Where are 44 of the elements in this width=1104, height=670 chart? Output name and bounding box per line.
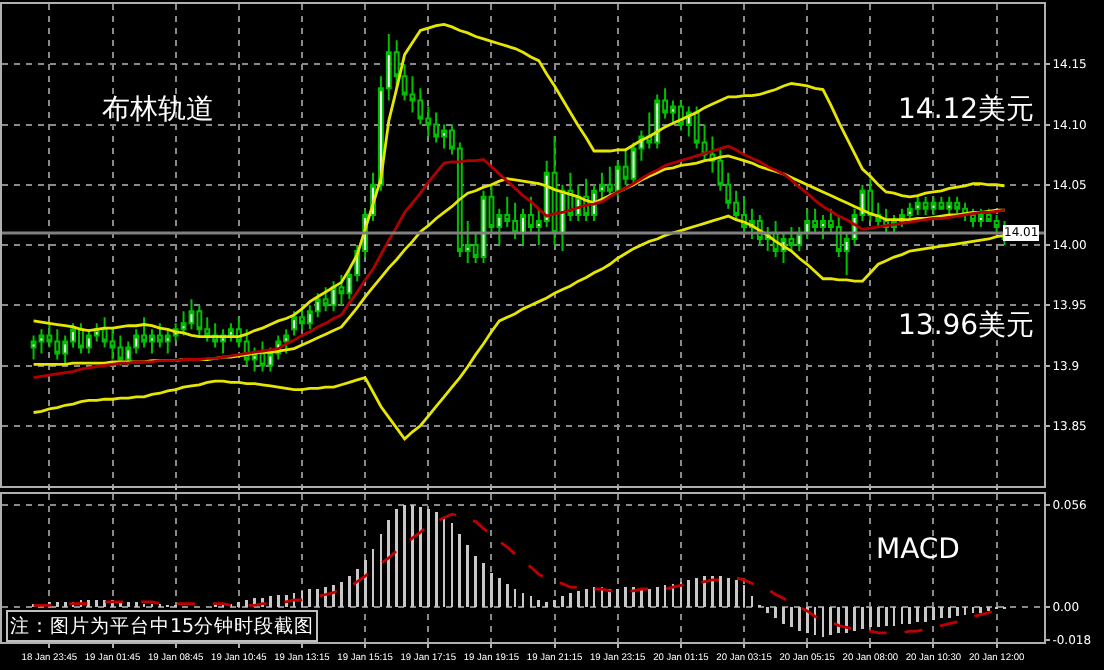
candlestick — [30, 334, 37, 361]
annotation: 13.96美元 — [898, 310, 1035, 342]
candlestick — [993, 213, 1000, 234]
candlestick — [85, 328, 92, 355]
candlestick — [970, 207, 976, 228]
candlestick — [259, 340, 266, 373]
candlestick — [812, 207, 818, 234]
candlestick — [820, 213, 826, 240]
candlestick — [977, 207, 984, 228]
annotation: 14.12美元 — [898, 94, 1035, 126]
candlestick — [188, 298, 195, 331]
candlestick — [796, 225, 803, 253]
annotation: 布林轨道 — [102, 94, 214, 126]
candlestick — [38, 328, 45, 355]
candlestick — [512, 201, 519, 240]
candlestick — [291, 310, 297, 337]
candlestick — [804, 207, 811, 240]
candlestick — [606, 165, 613, 198]
candlestick — [922, 195, 929, 216]
candlestick — [156, 322, 163, 349]
candlestick — [867, 177, 874, 222]
candlestick — [930, 195, 937, 216]
candlestick — [283, 328, 290, 355]
candlestick — [954, 195, 961, 216]
candlestick — [54, 328, 61, 361]
line-series — [32, 23, 1006, 338]
candlestick — [433, 111, 440, 144]
candlestick — [164, 328, 171, 355]
annotation: 注：图片为平台中15分钟时段截图 — [10, 614, 315, 638]
candlestick — [196, 304, 203, 337]
candlestick — [117, 334, 124, 367]
candlestick — [78, 322, 84, 355]
candlestick — [906, 201, 913, 222]
candlestick — [299, 304, 305, 331]
candlestick — [654, 93, 661, 150]
candlestick — [938, 195, 945, 210]
candlestick — [946, 195, 953, 216]
candlestick — [551, 135, 558, 246]
candlestick — [338, 274, 345, 307]
candlestick — [141, 316, 148, 349]
candlestick — [614, 159, 621, 198]
candlestick — [322, 286, 329, 313]
annotation: MACD — [876, 534, 960, 566]
candlestick — [914, 195, 921, 216]
